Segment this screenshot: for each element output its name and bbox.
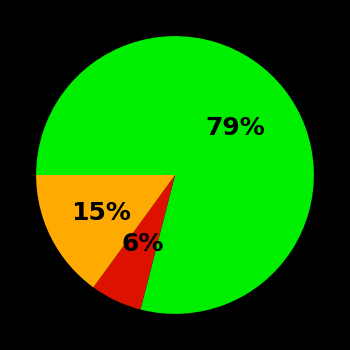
Text: 6%: 6%	[121, 232, 164, 256]
Wedge shape	[36, 175, 175, 287]
Text: 15%: 15%	[71, 201, 131, 225]
Wedge shape	[93, 175, 175, 309]
Wedge shape	[36, 36, 314, 314]
Text: 79%: 79%	[205, 116, 265, 140]
